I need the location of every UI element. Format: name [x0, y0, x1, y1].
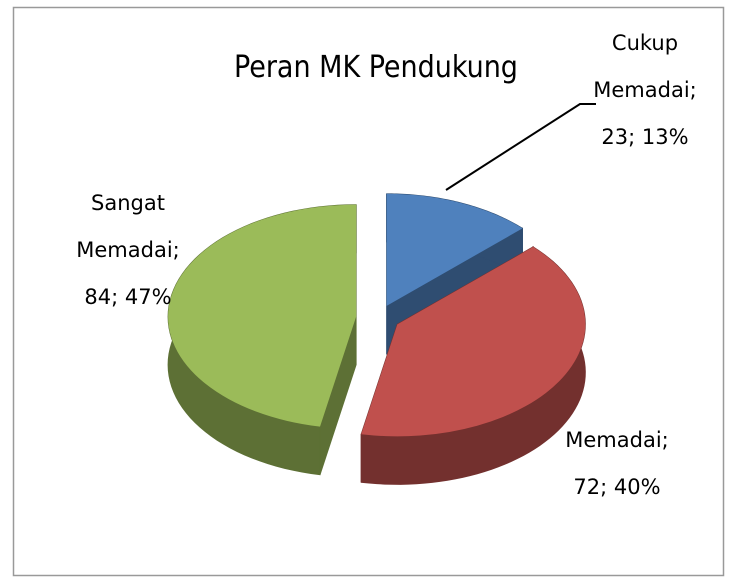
slice — [168, 204, 357, 427]
data-label-line: Cukup — [612, 31, 678, 55]
data-label-line: Memadai; — [593, 78, 696, 102]
data-label: Memadai; 72; 40% — [565, 428, 668, 499]
chart-title: Peran MK Pendukung — [234, 50, 518, 85]
data-label-line: Memadai; — [565, 428, 668, 452]
data-label-line: 84; 47% — [84, 285, 171, 309]
slice — [361, 246, 586, 437]
data-label-line: 23; 13% — [601, 125, 688, 149]
data-label-line: Sangat — [91, 191, 165, 215]
leader-line — [445, 103, 596, 191]
data-label-line: Memadai; — [76, 238, 179, 262]
data-label: Cukup Memadai; 23; 13% — [593, 31, 696, 149]
slice — [386, 193, 523, 306]
data-label-line: 72; 40% — [573, 475, 660, 499]
data-label: Sangat Memadai; 84; 47% — [76, 191, 179, 309]
